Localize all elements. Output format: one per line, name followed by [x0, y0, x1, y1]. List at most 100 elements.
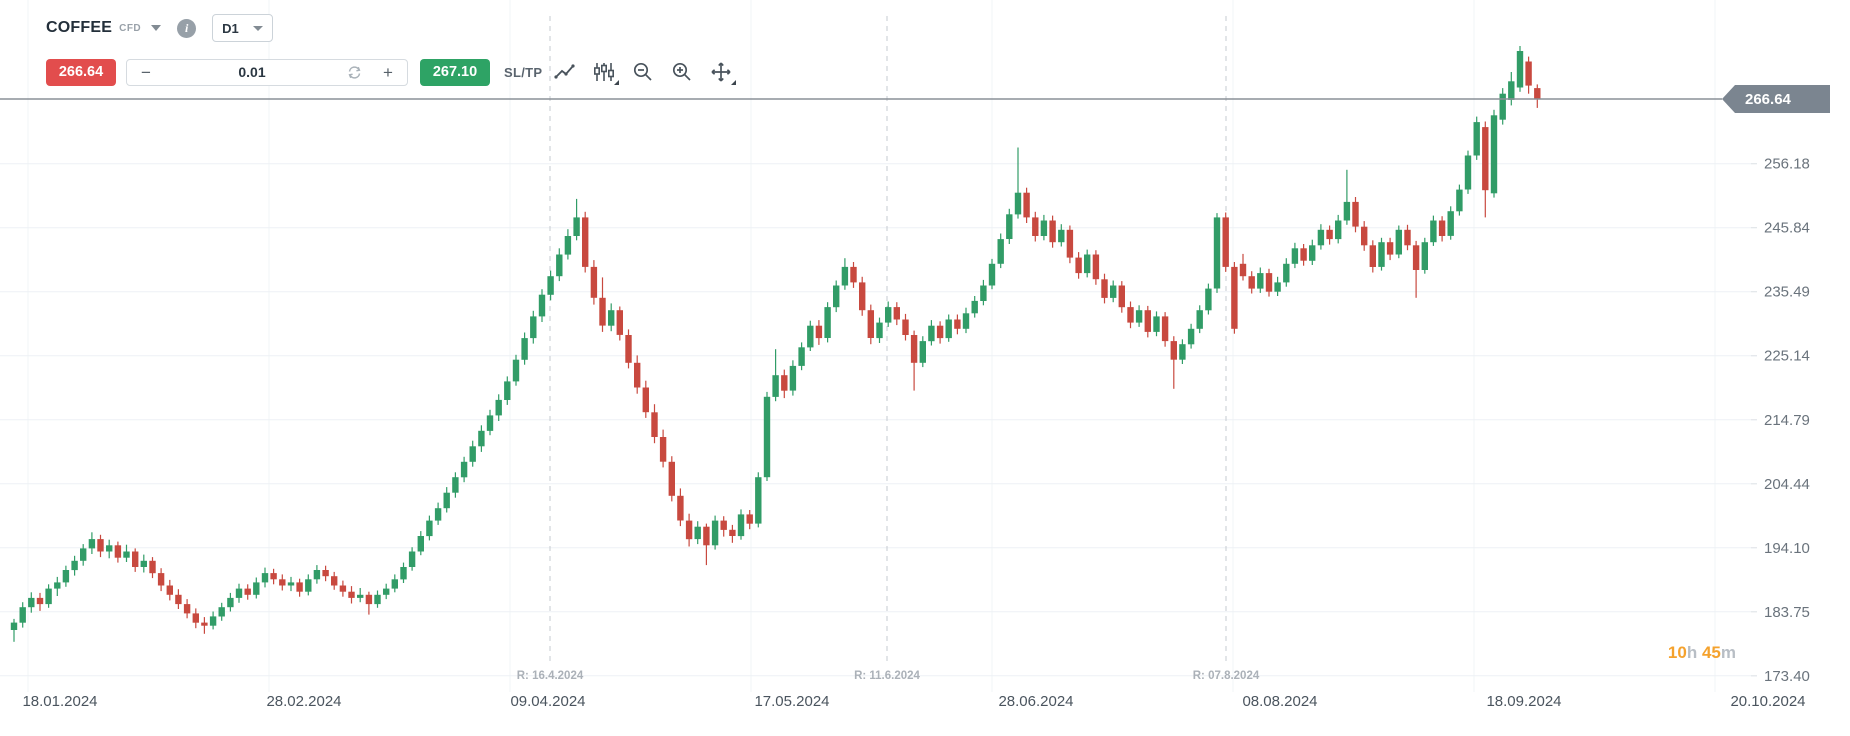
candle: [945, 314, 952, 342]
candle-body: [1516, 51, 1524, 88]
candle-body: [703, 526, 710, 546]
candle: [132, 548, 139, 572]
candle-body: [54, 582, 61, 589]
candle: [97, 534, 104, 558]
candle-body: [729, 529, 736, 536]
candle: [859, 276, 866, 316]
candle-body: [980, 285, 987, 301]
price-tick-label: 245.84: [1764, 220, 1810, 237]
candle: [313, 565, 321, 584]
price-tick-label: 183.75: [1764, 604, 1810, 621]
candle-body: [1170, 341, 1177, 360]
candle: [45, 584, 52, 608]
zoom-in-button[interactable]: [666, 58, 698, 86]
candle-body: [1248, 276, 1255, 289]
candle-body: [1231, 266, 1238, 329]
candle-body: [192, 613, 199, 623]
candle: [1066, 225, 1074, 264]
line-chart-tool-button[interactable]: [549, 58, 581, 86]
candle: [980, 279, 987, 306]
candle-body: [426, 520, 433, 537]
timeframe-caret-icon: [252, 25, 263, 31]
candle: [850, 262, 857, 288]
candle-body: [564, 236, 572, 255]
date-tick-label: 09.04.2024: [510, 693, 585, 710]
candle-body: [365, 594, 373, 605]
candle-body: [919, 341, 926, 363]
candle-body: [1084, 254, 1091, 274]
candle: [28, 592, 35, 613]
candle-body: [893, 307, 900, 320]
candle-body: [694, 526, 701, 540]
sltp-button[interactable]: SL/TP: [504, 64, 543, 80]
candle-body: [1040, 220, 1048, 236]
candle-body: [19, 607, 26, 623]
candle: [1412, 240, 1420, 298]
candle: [521, 332, 528, 365]
candle: [616, 306, 623, 341]
candle-body: [1144, 310, 1151, 332]
chart-type-button[interactable]: [588, 58, 620, 86]
candle-body: [1118, 285, 1125, 308]
rollover-markers: R: 16.4.2024 R: 11.6.2024 R: 07.8.2024: [517, 16, 1260, 682]
candle: [391, 574, 398, 593]
candle-body: [1222, 217, 1229, 267]
candle-body: [1326, 229, 1333, 240]
pan-move-icon: [711, 62, 731, 82]
date-tick-label: 28.06.2024: [998, 693, 1073, 710]
candle-body: [798, 347, 805, 366]
candle: [305, 574, 312, 596]
candle-body: [962, 313, 970, 329]
candle: [988, 258, 996, 290]
volume-value[interactable]: 0.01: [238, 64, 266, 80]
candle: [1464, 150, 1472, 194]
sell-price-button[interactable]: 266.64: [46, 58, 116, 86]
candle: [564, 229, 572, 260]
candle: [659, 429, 667, 468]
date-axis[interactable]: 18.01.2024 28.02.2024 09.04.2024 17.05.2024…: [22, 693, 1805, 710]
candle-body: [625, 335, 632, 363]
candle-body: [512, 359, 520, 382]
candle-body: [668, 461, 675, 496]
candle: [1205, 283, 1212, 315]
candle-body: [954, 319, 961, 329]
candle-body: [556, 254, 563, 277]
candle-body: [659, 437, 667, 462]
candle: [1499, 88, 1506, 125]
buy-price-button[interactable]: 267.10: [420, 58, 490, 86]
candle-body: [1274, 282, 1281, 292]
info-icon[interactable]: i: [177, 18, 197, 38]
candle: [175, 589, 182, 609]
price-axis[interactable]: 256.18 245.84 235.49 225.14 214.79 204.44 194.…: [1751, 156, 1810, 685]
candle: [1231, 262, 1238, 334]
candle: [261, 567, 269, 588]
candle: [357, 588, 364, 603]
candle: [1135, 305, 1143, 327]
candle: [547, 270, 554, 301]
gridlines: [0, 0, 1757, 692]
candle: [711, 515, 719, 550]
candle-body: [1153, 316, 1160, 332]
price-tick-label: 256.18: [1764, 156, 1810, 173]
candle: [893, 302, 900, 326]
volume-refresh-icon[interactable]: [339, 64, 369, 81]
zoom-out-button[interactable]: [627, 58, 659, 86]
candle-body: [876, 322, 883, 339]
candle-body: [1343, 201, 1351, 221]
candle: [1239, 253, 1247, 281]
candle: [1006, 208, 1013, 244]
candle-body: [1291, 248, 1299, 264]
candle: [434, 502, 442, 525]
pan-tool-button[interactable]: [705, 58, 737, 86]
volume-increase-button[interactable]: +: [383, 62, 393, 82]
timeframe-select[interactable]: D1: [212, 14, 273, 42]
candle: [971, 296, 978, 318]
symbol-dropdown-caret-icon[interactable]: [151, 25, 162, 31]
volume-decrease-button[interactable]: −: [141, 62, 151, 82]
candle: [962, 307, 970, 334]
candle: [331, 571, 338, 590]
candle-body: [305, 579, 312, 592]
candle: [253, 577, 260, 599]
candle: [443, 487, 450, 513]
